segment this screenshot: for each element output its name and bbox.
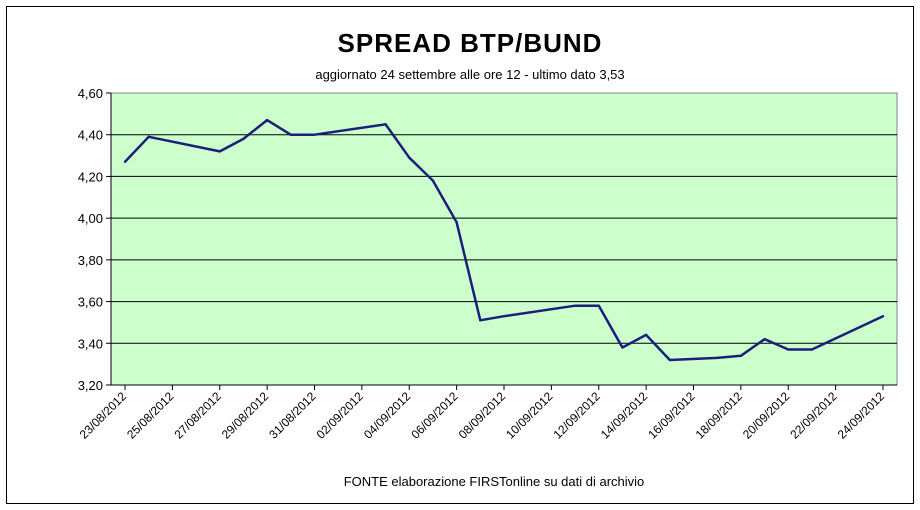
data-point xyxy=(763,337,766,341)
y-tick-label: 4,60 xyxy=(78,86,103,101)
data-point xyxy=(218,150,221,153)
x-tick-label: 06/09/2012 xyxy=(408,389,461,442)
x-tick-label: 20/09/2012 xyxy=(740,389,793,442)
y-tick-label: 4,40 xyxy=(78,128,103,143)
x-tick-label: 27/08/2012 xyxy=(172,389,225,442)
chart-svg: SPREAD BTP/BUND aggiornato 24 settembre … xyxy=(77,28,898,489)
data-point xyxy=(123,160,127,164)
data-point xyxy=(431,179,435,182)
plot-background xyxy=(110,92,898,386)
data-point xyxy=(621,346,624,349)
data-point xyxy=(644,333,648,337)
data-point xyxy=(384,123,387,126)
x-tick-label: 04/09/2012 xyxy=(361,389,414,442)
data-point xyxy=(265,118,269,122)
x-tick-label: 16/09/2012 xyxy=(645,389,698,442)
y-tick-label: 4,00 xyxy=(78,211,103,226)
x-tick-label: 12/09/2012 xyxy=(551,389,604,442)
plot-area: 3,20 3,40 3,60 3,80 4,00 4,20 4,40 4,60 23/08/20… xyxy=(77,86,898,442)
data-point xyxy=(313,133,316,136)
series-line xyxy=(124,118,884,362)
data-point xyxy=(147,135,150,138)
y-tick-label: 3,80 xyxy=(78,253,103,268)
y-tick-label: 3,20 xyxy=(78,378,103,393)
data-point xyxy=(597,304,600,307)
data-point xyxy=(715,356,719,360)
x-tick-label: 31/08/2012 xyxy=(266,389,319,442)
x-tick-label: 14/09/2012 xyxy=(598,389,651,442)
x-tick-label: 29/08/2012 xyxy=(219,389,272,442)
data-point xyxy=(455,221,458,224)
chart-frame: SPREAD BTP/BUND aggiornato 24 settembre … xyxy=(6,6,914,504)
y-tick-label: 3,60 xyxy=(78,295,103,310)
chart-title: SPREAD BTP/BUND xyxy=(338,28,603,58)
data-point xyxy=(668,358,672,362)
x-tick-label: 22/09/2012 xyxy=(787,389,840,442)
x-tick-label: 10/09/2012 xyxy=(503,389,556,442)
data-point xyxy=(739,354,743,357)
data-point xyxy=(573,304,577,307)
x-tick-label: 18/09/2012 xyxy=(693,389,746,442)
x-tick-label: 02/09/2012 xyxy=(314,389,367,442)
y-tick-label: 4,20 xyxy=(78,169,103,184)
data-point xyxy=(881,314,885,318)
y-tick-label: 3,40 xyxy=(78,336,103,351)
data-point xyxy=(289,133,293,136)
data-point xyxy=(408,156,411,159)
x-tick-label: 25/08/2012 xyxy=(124,389,177,442)
chart-source: FONTE elaborazione FIRSTonline su dati d… xyxy=(344,474,645,489)
chart-subtitle: aggiornato 24 settembre alle ore 12 - ul… xyxy=(315,67,624,82)
data-point xyxy=(502,314,506,318)
data-point xyxy=(479,319,482,322)
data-point xyxy=(787,348,790,351)
x-tick-label: 24/09/2012 xyxy=(835,389,888,442)
x-tick-label: 23/08/2012 xyxy=(77,389,130,442)
x-tick-label: 08/09/2012 xyxy=(456,389,509,442)
data-point xyxy=(242,137,245,141)
data-point xyxy=(810,348,814,351)
